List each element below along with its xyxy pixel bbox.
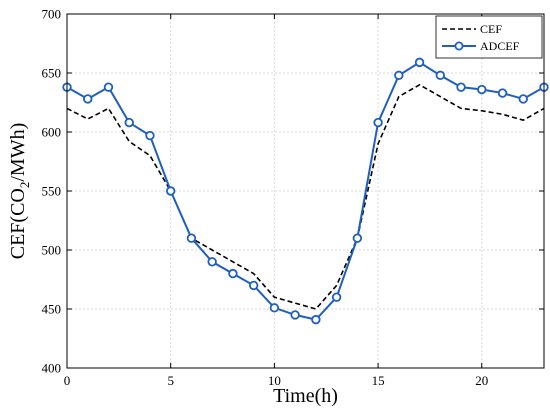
x-tick-label: 5 [167, 373, 174, 388]
legend-box [435, 15, 543, 59]
adcef-data-point [248, 280, 259, 291]
adcef-data-point [311, 314, 321, 325]
cef-series-line [66, 83, 545, 310]
x-axis-label: Time(h) [273, 385, 338, 407]
x-tick-label: 20 [475, 373, 488, 388]
adcef-data-point [186, 233, 197, 243]
adcef-data-point [165, 186, 176, 196]
y-label-part-1: CEF(CO [7, 188, 29, 259]
y-axis-label: CEF(CO2/MWh) [7, 123, 32, 260]
adcef-data-point [373, 117, 383, 128]
adcef-data-point [497, 88, 508, 98]
adcef-data-point [228, 268, 238, 279]
adcef-data-point [207, 257, 217, 267]
adcef-data-point [103, 82, 114, 92]
legend: CEF ADCEF [435, 15, 543, 59]
y-tick-label: 600 [42, 125, 62, 140]
legend-adcef-marker [454, 41, 464, 51]
adcef-data-point [331, 292, 342, 302]
adcef-data-point [145, 130, 155, 141]
adcef-data-point [83, 94, 93, 104]
y-tick-label: 550 [42, 184, 62, 199]
x-tick-label: 0 [64, 373, 71, 388]
adcef-data-point [477, 84, 487, 95]
adcef-data-point [124, 117, 134, 128]
legend-cef-label: CEF [480, 22, 502, 36]
adcef-data-point [290, 310, 300, 320]
legend-adcef-label: ADCEF [480, 39, 520, 53]
adcef-data-point [435, 70, 446, 81]
adcef-data-point [414, 57, 425, 68]
y-label-part-3: /MWh) [7, 123, 29, 182]
y-tick-label: 700 [42, 7, 62, 22]
grid [67, 14, 544, 368]
y-tick-label: 400 [42, 361, 62, 376]
x-tick-label: 15 [372, 373, 385, 388]
adcef-data-point [394, 70, 404, 81]
adcef-data-point [518, 94, 528, 104]
adcef-data-point [352, 233, 363, 243]
y-tick-label: 500 [42, 243, 62, 258]
series-layer [62, 57, 549, 325]
adcef-data-point [456, 82, 466, 92]
ticks: 0 5 10 15 20 400 450 500 550 600 650 700 [42, 7, 544, 388]
y-tick-label: 650 [42, 66, 62, 81]
y-label-subscript: 2 [17, 182, 32, 189]
adcef-data-point [269, 303, 280, 313]
y-tick-label: 450 [42, 302, 62, 317]
x-tick-label: 10 [268, 373, 281, 388]
